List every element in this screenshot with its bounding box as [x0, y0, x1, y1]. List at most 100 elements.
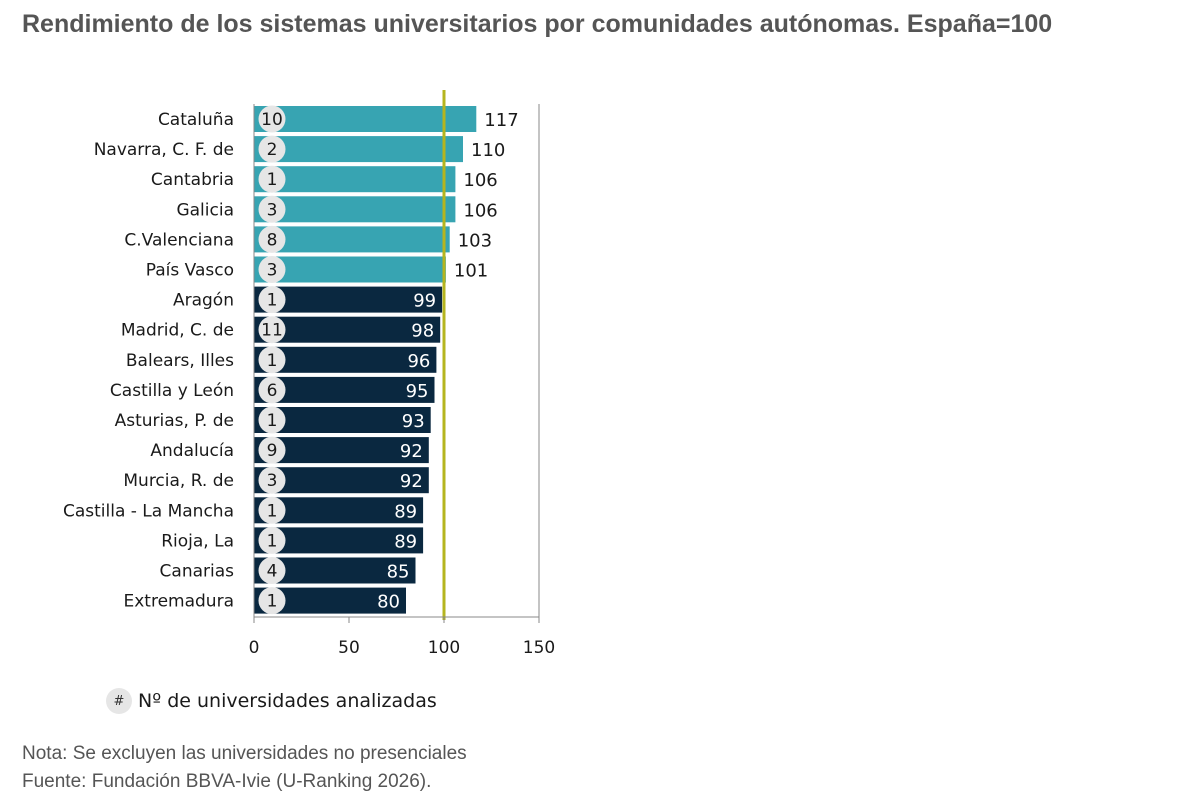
count-badge	[258, 496, 286, 524]
count-label: 10	[261, 110, 283, 130]
notes: Nota: Se excluyen las universidades no p…	[22, 740, 467, 796]
count-badge	[258, 105, 286, 133]
bar-row: Andalucía 9 92	[150, 436, 429, 464]
value-label: 96	[407, 351, 430, 372]
category-label: Castilla y León	[110, 381, 234, 401]
value-label: 92	[400, 441, 423, 462]
bar-row: Balears, Illes 1 96	[126, 346, 437, 374]
value-label: 89	[394, 531, 417, 552]
category-label: Cantabria	[151, 170, 234, 190]
count-label: 3	[267, 200, 278, 220]
count-badge	[258, 557, 286, 584]
bar-row: Murcia, R. de 3 92	[123, 466, 429, 494]
bar-row: Asturias, P. de 1 93	[115, 406, 431, 434]
count-badge	[258, 436, 286, 464]
count-badge	[258, 165, 286, 193]
count-badge	[258, 256, 286, 283]
value-label: 93	[402, 411, 425, 432]
x-tick-label: 50	[338, 638, 360, 658]
legend: # Nº de universidades analizadas	[106, 688, 437, 714]
count-badge	[258, 406, 286, 434]
bar	[254, 256, 446, 283]
bar-row: Extremadura 1 80	[124, 587, 406, 615]
count-badge	[258, 286, 286, 314]
value-label: 99	[413, 291, 436, 312]
count-label: 9	[267, 441, 278, 461]
count-label: 11	[261, 321, 283, 341]
count-label: 1	[267, 501, 278, 521]
category-label: País Vasco	[146, 261, 234, 281]
count-label: 1	[267, 291, 278, 311]
count-label: 3	[267, 471, 278, 491]
value-label: 117	[484, 110, 518, 131]
count-label: 1	[267, 592, 278, 612]
count-label: 1	[267, 411, 278, 431]
category-label: Canarias	[160, 562, 235, 582]
count-label: 4	[267, 562, 278, 582]
value-label: 103	[458, 230, 492, 251]
category-label: Navarra, C. F. de	[94, 140, 234, 160]
axis-layer: 0 50 100 150	[249, 104, 555, 658]
count-label: 6	[267, 381, 278, 401]
legend-badge: #	[106, 688, 132, 714]
category-label: Extremadura	[124, 592, 235, 612]
category-label: Andalucía	[150, 441, 234, 461]
bar	[254, 196, 456, 223]
count-label: 2	[267, 140, 278, 160]
bars-layer: Cataluña 10 117 Navarra, C. F. de 2 110 Cantab…	[63, 105, 519, 615]
bar	[254, 226, 450, 253]
value-label: 95	[406, 381, 429, 402]
count-badge	[258, 195, 286, 223]
value-label: 89	[394, 501, 417, 522]
bar-row: C.Valenciana 8 103	[124, 225, 492, 253]
category-label: Murcia, R. de	[123, 471, 234, 491]
bar-row: Canarias 4 85	[160, 557, 416, 584]
legend-text: Nº de universidades analizadas	[138, 690, 437, 712]
count-badge	[258, 526, 286, 554]
bar	[254, 106, 477, 132]
x-tick-label: 150	[523, 638, 555, 658]
bar-row: Madrid, C. de 11 98	[121, 316, 441, 344]
source-text: Fuente: Fundación BBVA-Ivie (U-Ranking 2…	[22, 771, 432, 792]
bar-row: Cantabria 1 106	[151, 165, 498, 193]
category-label: Castilla - La Mancha	[63, 501, 234, 521]
x-tick-label: 0	[249, 638, 260, 658]
count-badge	[258, 135, 286, 163]
bar-row: Cataluña 10 117	[158, 105, 519, 133]
bar-row: Navarra, C. F. de 2 110	[94, 135, 505, 163]
value-label: 98	[411, 321, 434, 342]
value-label: 101	[454, 261, 488, 282]
count-label: 1	[267, 351, 278, 371]
bar-row: País Vasco 3 101	[146, 256, 488, 283]
value-label: 106	[463, 200, 497, 221]
bar	[254, 166, 456, 193]
category-label: Madrid, C. de	[121, 321, 234, 341]
category-label: Rioja, La	[161, 531, 234, 551]
count-label: 1	[267, 170, 278, 190]
value-label: 85	[387, 562, 410, 583]
count-badge	[258, 587, 286, 615]
value-label: 106	[463, 170, 497, 191]
count-label: 1	[267, 531, 278, 551]
x-tick-label: 100	[428, 638, 460, 658]
count-badge	[258, 225, 286, 253]
bar-row: Rioja, La 1 89	[161, 526, 424, 554]
category-label: Galicia	[176, 200, 234, 220]
value-label: 80	[377, 592, 400, 613]
value-label: 92	[400, 471, 423, 492]
category-label: C.Valenciana	[124, 230, 234, 250]
category-label: Aragón	[173, 291, 234, 311]
bar	[254, 136, 463, 163]
page-title: Rendimiento de los sistemas universitari…	[22, 10, 1053, 38]
count-label: 8	[267, 230, 278, 250]
bar-row: Galicia 3 106	[176, 195, 498, 223]
value-label: 110	[471, 140, 505, 161]
note-text: Nota: Se excluyen las universidades no p…	[22, 743, 467, 764]
bar-row: Castilla y León 6 95	[110, 376, 435, 404]
count-badge	[258, 316, 286, 344]
category-label: Balears, Illes	[126, 351, 234, 371]
bar-row: Aragón 1 99	[173, 286, 443, 314]
count-badge	[258, 346, 286, 374]
category-label: Cataluña	[158, 110, 234, 130]
